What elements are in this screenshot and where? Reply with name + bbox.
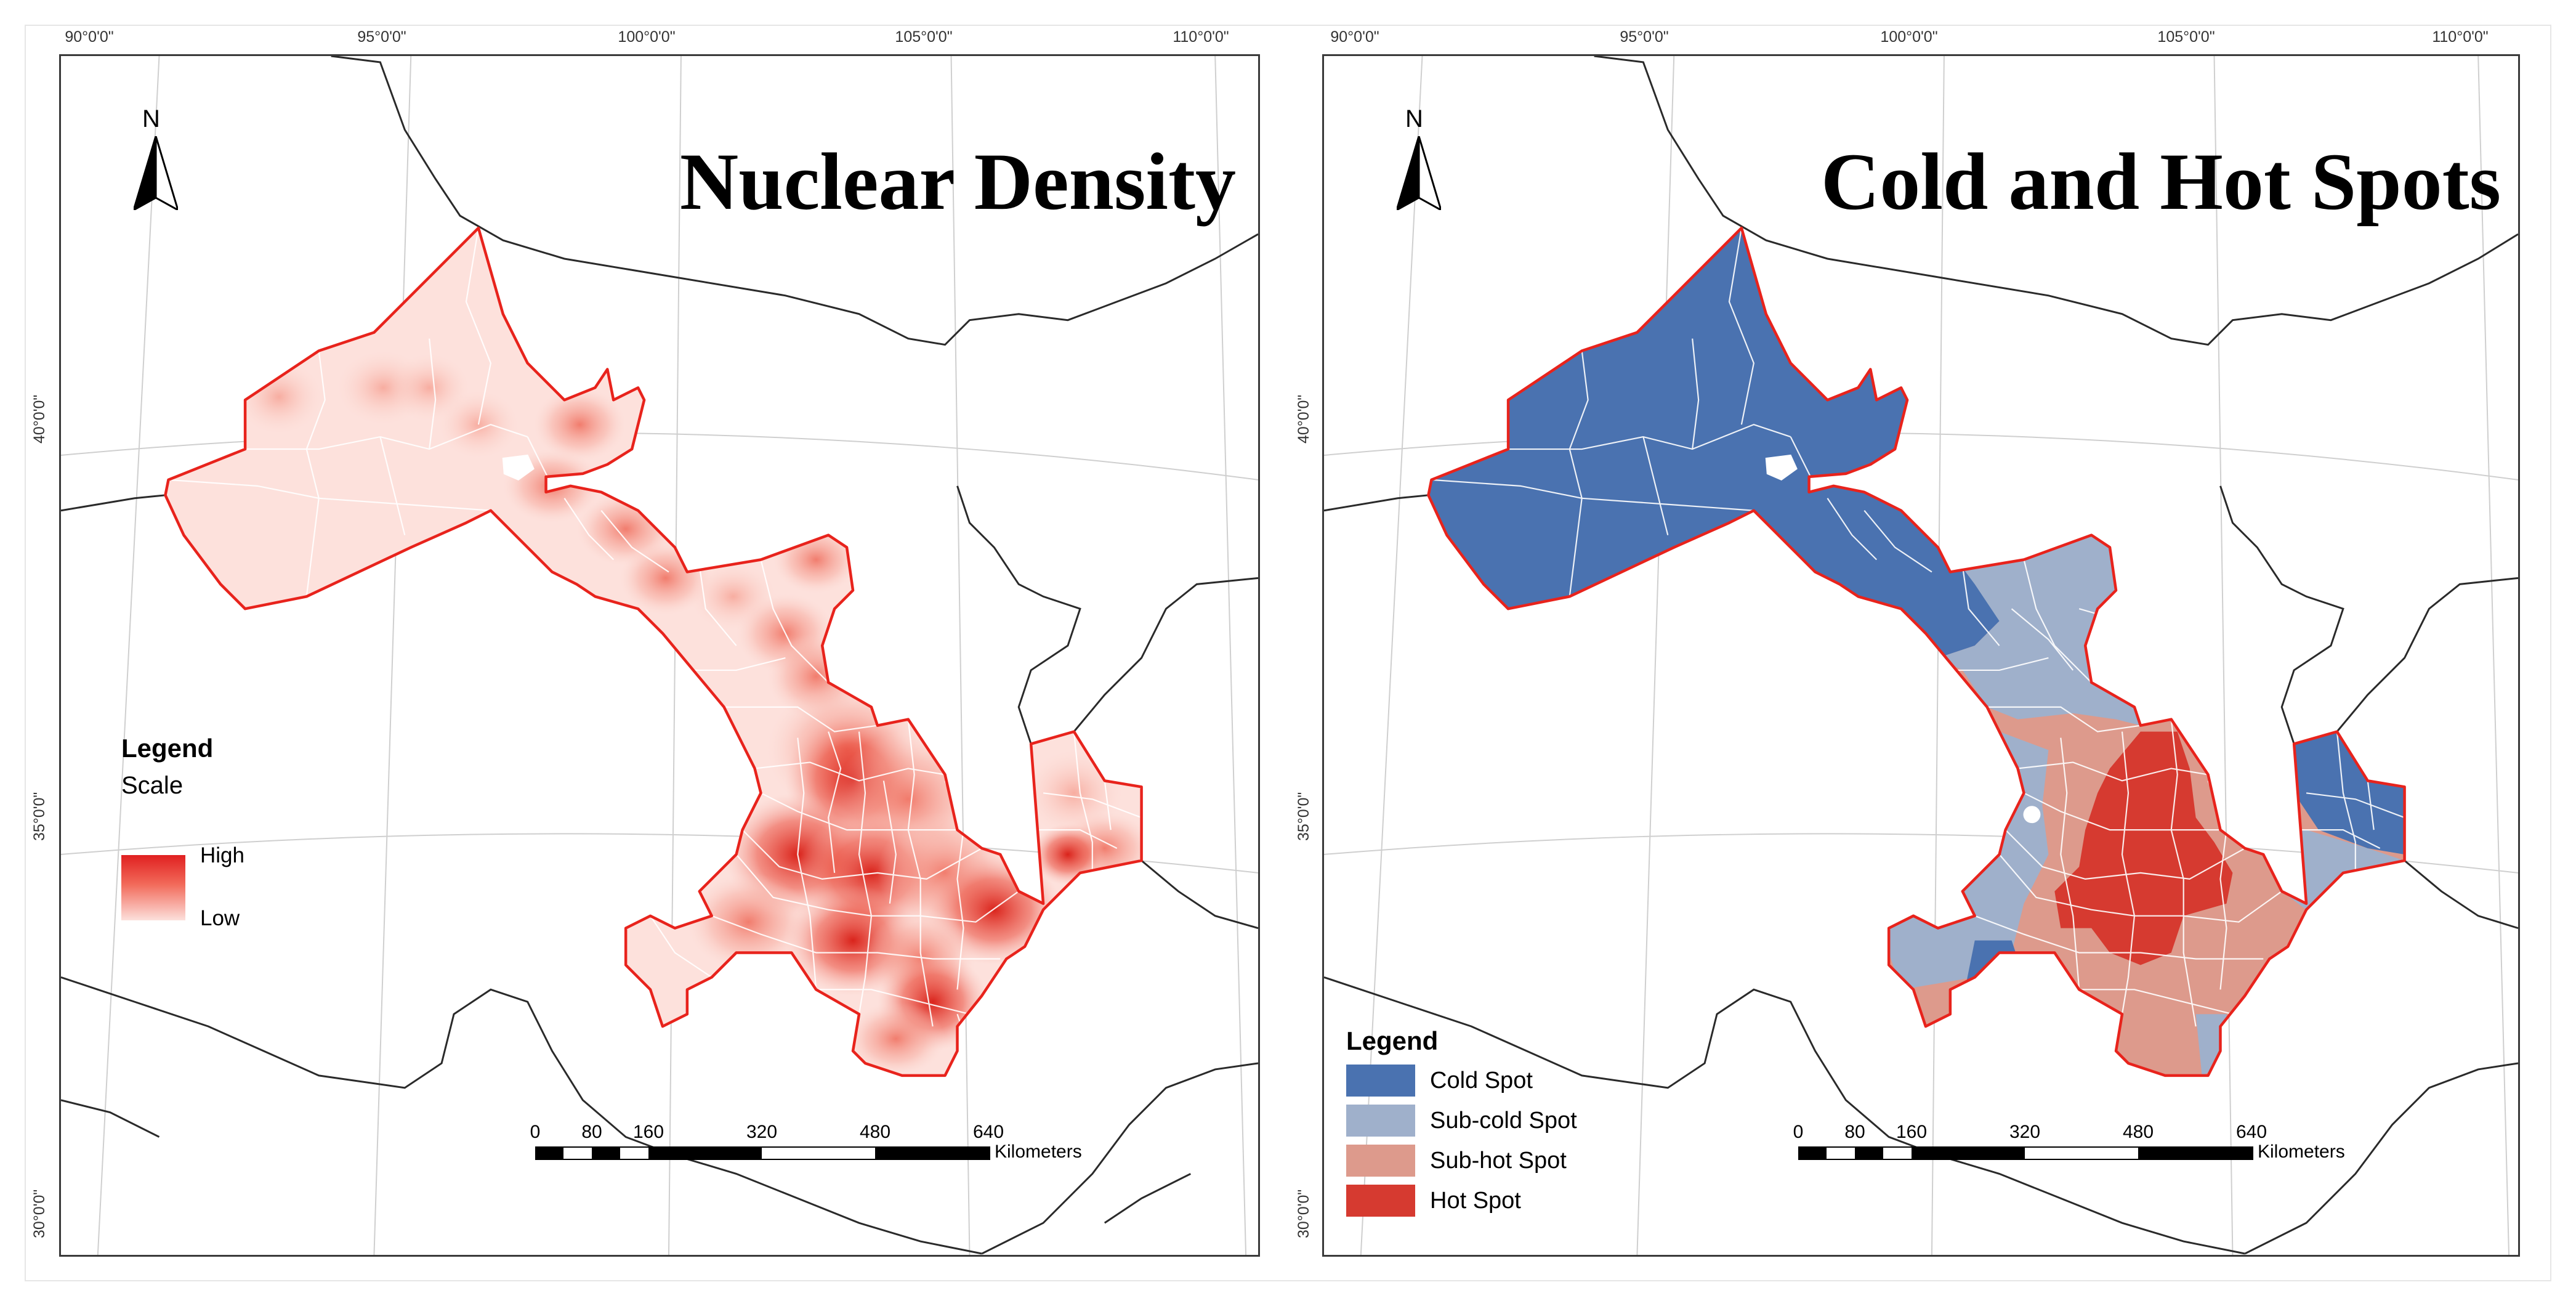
legend-item-cold: Cold Spot bbox=[1346, 1065, 1533, 1097]
lat-label-30: 30°0'0" bbox=[31, 1189, 48, 1238]
hotspot-map-canvas bbox=[1324, 56, 2518, 1255]
cold-hot-spots-map: Cold and Hot Spots N Legend Cold Spot Su… bbox=[1322, 54, 2520, 1257]
scale-tick-160: 160 bbox=[1896, 1122, 1928, 1142]
lon-label-100: 100°0'0" bbox=[618, 28, 676, 46]
north-label: N bbox=[1405, 105, 1423, 132]
cold-spot-label: Cold Spot bbox=[1430, 1067, 1533, 1093]
lon-label-95: 95°0'0" bbox=[1620, 28, 1669, 46]
north-label: N bbox=[142, 105, 160, 132]
legend-item-hot: Hot Spot bbox=[1346, 1185, 1521, 1217]
scale-tick-0: 0 bbox=[1793, 1122, 1804, 1142]
scale-bar: 0 80 160 320 480 640 Kilometers bbox=[1793, 1122, 2414, 1171]
enclave-small bbox=[2023, 806, 2041, 824]
scale-bar-graphic bbox=[535, 1146, 990, 1160]
scale-unit: Kilometers bbox=[995, 1142, 1082, 1162]
panel-title: Nuclear Density bbox=[679, 136, 1236, 227]
north-arrow-icon bbox=[1397, 136, 1441, 210]
kernel-density-surface bbox=[165, 228, 1142, 1076]
graticule bbox=[61, 56, 1258, 1255]
hot-spot-label: Hot Spot bbox=[1430, 1187, 1521, 1214]
scale-bar: 0 80 160 320 480 640 Kilometers bbox=[530, 1122, 1151, 1171]
sub-hot-spot-label: Sub-hot Spot bbox=[1430, 1147, 1567, 1174]
cold-spot-swatch bbox=[1346, 1065, 1415, 1097]
lat-label-35: 35°0'0" bbox=[31, 792, 48, 841]
legend-title: Legend bbox=[121, 734, 214, 763]
legend-low-label: Low bbox=[200, 906, 240, 930]
scale-tick-640: 640 bbox=[2235, 1122, 2267, 1142]
density-map-canvas bbox=[61, 56, 1258, 1255]
country-borders bbox=[61, 56, 1258, 1255]
hot-spot-zone bbox=[2054, 731, 2233, 965]
scale-tick-160: 160 bbox=[632, 1122, 664, 1142]
cold-zone-west bbox=[1428, 228, 2012, 658]
scale-tick-480: 480 bbox=[2122, 1122, 2154, 1142]
scale-tick-480: 480 bbox=[859, 1122, 891, 1142]
figure-frame bbox=[25, 25, 2551, 1281]
density-legend: Legend Scale bbox=[121, 734, 213, 800]
nuclear-density-map: Nuclear Density N Legend Scale High Low … bbox=[59, 54, 1260, 1257]
legend-item-subhot: Sub-hot Spot bbox=[1346, 1145, 1567, 1177]
lon-label-100: 100°0'0" bbox=[1880, 28, 1938, 46]
sub-hot-spot-swatch bbox=[1346, 1145, 1415, 1177]
lat-label-30: 30°0'0" bbox=[1295, 1189, 1312, 1238]
legend-title: Legend bbox=[1346, 1026, 1439, 1055]
scale-unit: Kilometers bbox=[2258, 1142, 2345, 1162]
sub-cold-spot-swatch bbox=[1346, 1105, 1415, 1137]
lon-label-95: 95°0'0" bbox=[357, 28, 406, 46]
north-arrow-icon bbox=[134, 136, 178, 210]
hot-spot-swatch bbox=[1346, 1185, 1415, 1217]
lat-label-40: 40°0'0" bbox=[1295, 394, 1312, 444]
legend-subtitle: Scale bbox=[121, 772, 184, 799]
legend-item-subcold: Sub-cold Spot bbox=[1346, 1105, 1577, 1137]
density-gradient-swatch bbox=[121, 855, 185, 920]
lat-label-35: 35°0'0" bbox=[1295, 792, 1312, 841]
sub-cold-spot-label: Sub-cold Spot bbox=[1430, 1107, 1577, 1134]
scale-tick-320: 320 bbox=[746, 1122, 778, 1142]
enclave bbox=[1765, 454, 1798, 481]
scale-tick-80: 80 bbox=[581, 1122, 602, 1142]
country-borders bbox=[1324, 56, 2518, 1255]
scale-tick-80: 80 bbox=[1844, 1122, 1865, 1142]
lon-label-105: 105°0'0" bbox=[895, 28, 953, 46]
lon-label-110: 110°0'0" bbox=[2432, 28, 2489, 46]
scale-bar-graphic bbox=[1798, 1146, 2253, 1160]
scale-tick-640: 640 bbox=[972, 1122, 1004, 1142]
scale-tick-320: 320 bbox=[2009, 1122, 2041, 1142]
lon-label-105: 105°0'0" bbox=[2157, 28, 2215, 46]
lat-label-40: 40°0'0" bbox=[31, 394, 48, 444]
lon-label-90: 90°0'0" bbox=[65, 28, 114, 46]
lon-label-110: 110°0'0" bbox=[1173, 28, 1229, 46]
legend-high-label: High bbox=[200, 843, 244, 867]
lon-label-90: 90°0'0" bbox=[1330, 28, 1379, 46]
gansu-boundary bbox=[1427, 226, 2406, 1077]
panel-title: Cold and Hot Spots bbox=[1820, 136, 2501, 227]
hotspot-legend: Legend bbox=[1346, 1026, 1438, 1056]
gansu-boundary bbox=[164, 226, 1143, 1077]
county-boundaries bbox=[168, 228, 1142, 1052]
enclave bbox=[502, 454, 535, 481]
scale-tick-0: 0 bbox=[530, 1122, 541, 1142]
